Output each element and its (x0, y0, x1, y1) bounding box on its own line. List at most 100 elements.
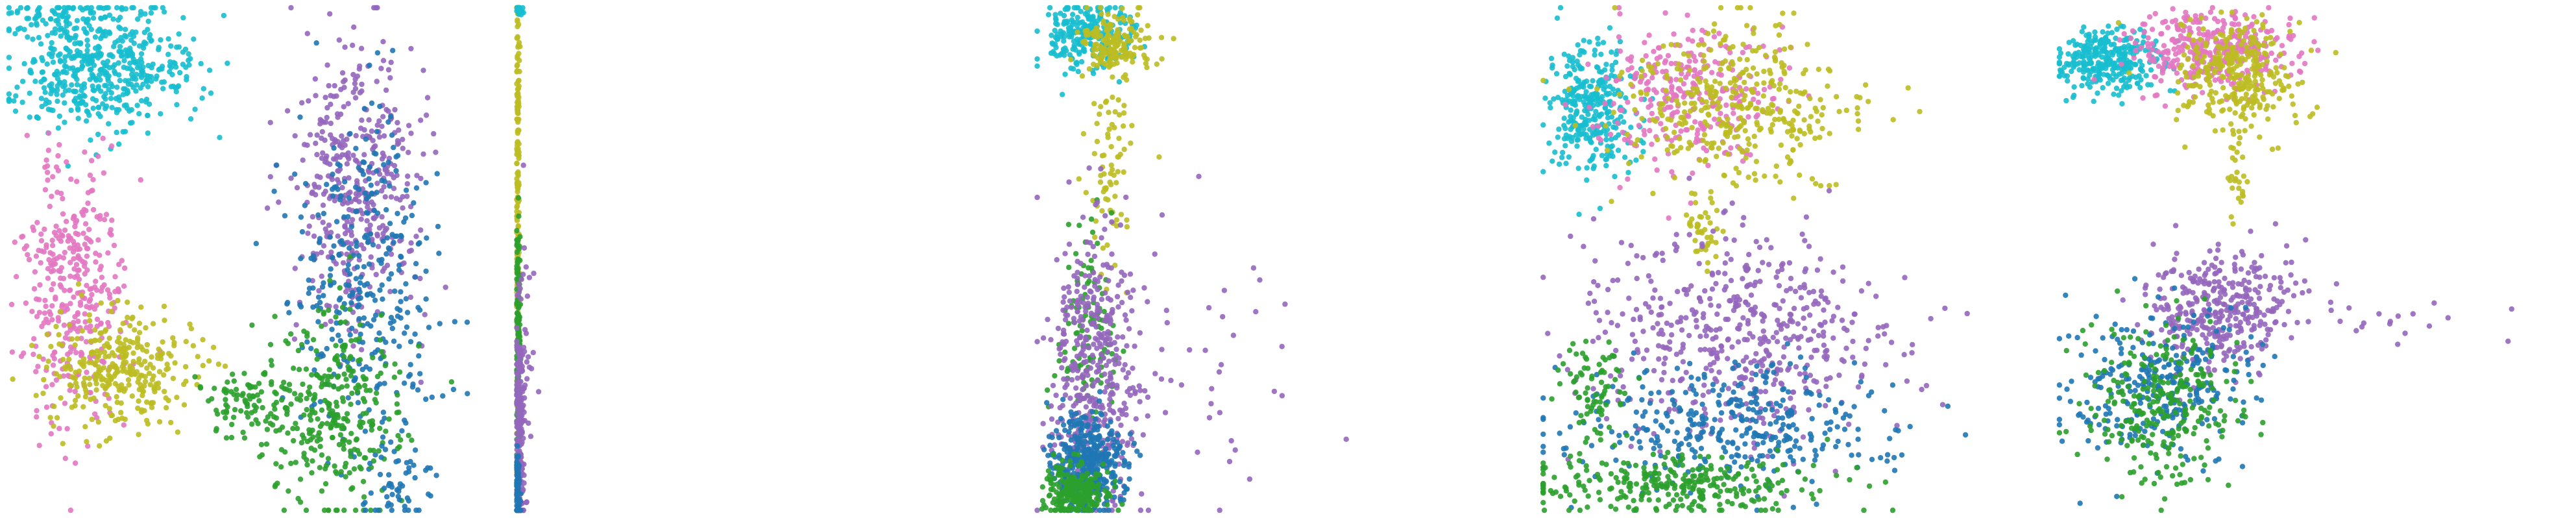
scatter-point-blue (1124, 486, 1130, 492)
scatter-point-cyan (52, 26, 58, 32)
scatter-point-purple (1128, 295, 1134, 301)
scatter-point-blue (370, 241, 376, 248)
scatter-point-olive (200, 337, 206, 343)
scatter-point-purple (1085, 372, 1091, 378)
scatter-point-cyan (1058, 34, 1065, 40)
scatter-point-olive (1109, 121, 1115, 128)
scatter-point-green (1048, 486, 1054, 493)
scatter-point-blue (389, 325, 395, 332)
scatter-point-purple (1124, 290, 1131, 295)
scatter-point-olive (123, 351, 129, 357)
scatter-point-green (1067, 463, 1073, 469)
scatter-point-olive (174, 395, 180, 401)
scatter-point-cyan (1553, 71, 1560, 77)
scatter-point-olive (138, 304, 144, 310)
scatter-point-olive (82, 375, 88, 381)
scatter-point-pink (50, 174, 56, 180)
scatter-point-olive (206, 358, 212, 364)
scatter-point-olive (130, 358, 136, 365)
scatter-point-blue (363, 507, 369, 513)
scatter-point-green (348, 430, 354, 436)
scatter-point-purple (1075, 341, 1081, 348)
scatter-point-purple (340, 260, 346, 266)
scatter-point-purple (306, 223, 312, 229)
scatter-point-blue (423, 268, 429, 274)
scatter-point-green (288, 331, 294, 337)
scatter-point-pink (45, 177, 51, 183)
scatter-point-olive (1159, 56, 1165, 62)
scatter-point-cyan (90, 83, 95, 89)
scatter-point-green (394, 410, 400, 415)
scatter-point-green (293, 421, 298, 426)
scatter-point-purple (1073, 385, 1079, 391)
scatter-point-green (1084, 507, 1090, 513)
scatter-point-blue (404, 310, 411, 315)
scatter-point-purple (1065, 284, 1071, 290)
scatter-point-purple (352, 157, 359, 163)
scatter-point-purple (1099, 297, 1105, 302)
scatter-point-olive (514, 203, 520, 209)
scatter-point-green (353, 385, 359, 391)
scatter-point-olive (110, 350, 115, 356)
scatter-point-purple (332, 139, 338, 145)
scatter-point-blue (426, 325, 432, 330)
scatter-point-olive (82, 393, 89, 400)
scatter-point-olive (67, 366, 74, 372)
scatter-point-green (223, 389, 229, 396)
scatter-point-pink (33, 369, 39, 375)
scatter-point-green (1112, 478, 1118, 484)
scatter-point-blue (396, 343, 402, 349)
scatter-point-green (319, 452, 325, 458)
scatter-point-cyan (1078, 59, 1085, 65)
scatter-point-blue (387, 183, 393, 189)
scatter-point-cyan (140, 45, 147, 51)
scatter-point-purple (1060, 299, 1066, 305)
scatter-point-purple (1106, 278, 1112, 284)
scatter-point-blue (311, 367, 317, 373)
scatter-point-green (1066, 264, 1072, 271)
scatter-point-purple (350, 42, 356, 49)
scatter-point-olive (123, 337, 128, 343)
scatter-point-purple (404, 181, 410, 187)
scatter-point-blue (308, 345, 314, 351)
scatter-point-blue (391, 449, 397, 454)
scatter-point-purple (400, 136, 406, 142)
scatter-point-purple (404, 193, 410, 199)
scatter-point-blue (370, 292, 376, 299)
scatter-point-cyan (21, 61, 27, 67)
scatter-point-green (231, 378, 237, 384)
scatter-point-cyan (97, 28, 104, 34)
scatter-point-green (319, 380, 325, 387)
scatter-point-purple (418, 175, 424, 182)
scatter-point-cyan (123, 34, 129, 40)
scatter-point-green (252, 384, 258, 390)
scatter-point-pink (45, 275, 51, 281)
scatter-point-green (264, 426, 271, 432)
scatter-point-blue (1060, 422, 1067, 428)
scatter-point-cyan (34, 22, 40, 28)
scatter-point-purple (1066, 241, 1073, 247)
scatter-point-green (343, 376, 349, 382)
scatter-point-green (291, 365, 297, 371)
scatter-point-olive (515, 189, 520, 195)
scatter-point-green (1104, 469, 1111, 475)
scatter-point-olive (160, 339, 165, 345)
scatter-point-green (1054, 489, 1060, 495)
scatter-point-olive (56, 341, 62, 347)
scatter-point-cyan (168, 64, 174, 71)
scatter-point-pink (70, 238, 77, 245)
scatter-point-green (300, 381, 306, 388)
scatter-point-purple (324, 302, 330, 308)
scatter-point-blue (396, 486, 402, 491)
scatter-point-green (335, 361, 341, 367)
scatter-point-green (1102, 487, 1108, 493)
scatter-point-purple (521, 245, 528, 251)
scatter-point-blue (1082, 433, 1088, 439)
scatter-point-blue (336, 297, 343, 303)
scatter-point-green (339, 304, 346, 310)
scatter-point-purple (516, 360, 523, 367)
scatter-point-green (326, 382, 332, 388)
scatter-point-blue (327, 273, 334, 278)
scatter-point-purple (368, 254, 374, 260)
scatter-point-purple (520, 162, 526, 168)
